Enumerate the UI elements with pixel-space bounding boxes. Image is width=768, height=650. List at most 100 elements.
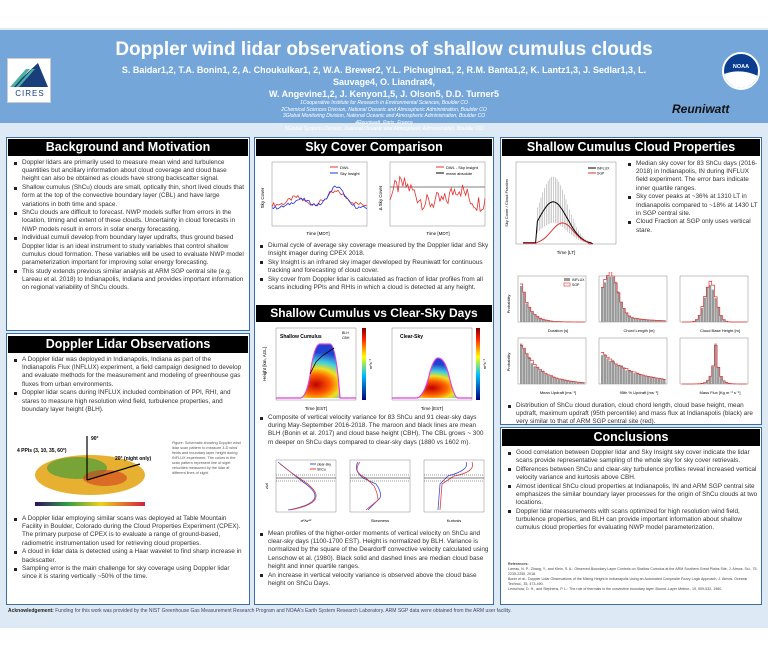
reference: Bonin et al.: Doppler Lidar Observations… bbox=[508, 577, 748, 586]
reference: Lareau, N. P., Zhang, Y., and Klein, S. … bbox=[508, 567, 758, 576]
sgp-histogram bbox=[601, 352, 666, 380]
y-axis-label: Sky Cover bbox=[260, 187, 265, 208]
bullet: An increase in vertical velocity varianc… bbox=[258, 572, 490, 588]
night-label: 20° (night only) bbox=[115, 456, 151, 462]
histogram-bar bbox=[628, 370, 631, 384]
legend-label: clear-sky bbox=[317, 463, 331, 467]
sky-cover-bullets: Diurnal cycle of average sky coverage me… bbox=[258, 242, 490, 293]
bullet: A Doppler lidar employing similar scans … bbox=[12, 515, 244, 548]
cires-logo-text: CIRES bbox=[15, 89, 44, 98]
variance-profile: clear-sky ShCu σ²/w*² z/zi bbox=[264, 459, 337, 523]
histogram-bar bbox=[614, 364, 617, 384]
histogram-bar bbox=[603, 354, 606, 384]
legend-label: BLH bbox=[342, 331, 349, 335]
profile-bullets: Mean profiles of the higher-order moment… bbox=[258, 530, 490, 588]
y-axis-label: Probability bbox=[506, 353, 511, 372]
background-bullets: Doppler lidars are primarily used to mea… bbox=[12, 159, 244, 293]
section-title: Shallow Cumulus vs Clear-Sky Days bbox=[256, 305, 492, 322]
histogram-bar bbox=[549, 320, 552, 322]
histogram-bar bbox=[711, 366, 714, 384]
x-axis-label: Mass Flux [Kg m⁻² s⁻¹] bbox=[700, 390, 741, 395]
x-axis-label: Time [EST] bbox=[421, 406, 443, 411]
affiliation: 2Chemical Sciences Division, National Oc… bbox=[281, 106, 487, 113]
shcu-variance-field bbox=[276, 343, 356, 399]
histogram-bar bbox=[525, 353, 528, 384]
histogram-bar bbox=[609, 360, 612, 384]
histogram-bar bbox=[644, 375, 647, 384]
histogram-bar bbox=[622, 308, 625, 322]
ppi-label: 4 PPIs (3, 10, 35, 60°) bbox=[17, 448, 67, 454]
histogram-bar bbox=[522, 348, 525, 384]
histogram-bar bbox=[533, 314, 536, 322]
bullet: Sky cover from Doppler lidar is calculat… bbox=[258, 276, 490, 292]
histogram-bar bbox=[614, 281, 617, 322]
y-axis-label: Sky Cover / Cloud Fraction bbox=[504, 179, 509, 227]
y-axis-label: z/zi bbox=[264, 483, 269, 489]
lidar-bullets-bottom: A Doppler lidar employing similar scans … bbox=[12, 515, 244, 582]
histogram-bar bbox=[541, 319, 544, 322]
histogram-bar bbox=[714, 343, 717, 384]
histogram-bar bbox=[633, 373, 636, 384]
histogram-bar bbox=[698, 315, 701, 322]
histogram-bar bbox=[717, 367, 720, 384]
bullet: Differences between ShCu and clear-sky t… bbox=[506, 466, 758, 482]
cires-logo: CIRES bbox=[7, 58, 51, 103]
bullet: This study extends previous similar anal… bbox=[12, 268, 244, 293]
colorbar bbox=[362, 328, 366, 400]
x-axis-label: Chord Length [m] bbox=[624, 328, 655, 333]
section-title: Doppler Lidar Observations bbox=[8, 336, 248, 353]
histogram-bar bbox=[549, 375, 552, 384]
authors-line-2: W. Angevine1,2, J. Kenyon1,5, J. Olson5,… bbox=[268, 89, 500, 99]
bullet: Composite of vertical velocity variance … bbox=[258, 414, 490, 447]
histogram-bar bbox=[579, 382, 582, 384]
y-axis-label: Height [km, AGL] bbox=[262, 347, 267, 381]
x-axis-label: Time [MDT] bbox=[306, 231, 329, 236]
histogram-bar bbox=[641, 319, 644, 322]
histogram-bar bbox=[652, 320, 655, 322]
histogram-bar bbox=[714, 298, 717, 322]
reuniwatt-logo: Reuniwatt bbox=[672, 102, 730, 116]
cloud-properties-bullets: Median sky cover for 83 ShCu days (2016-… bbox=[626, 160, 758, 235]
poster-title: Doppler wind lidar observations of shall… bbox=[115, 39, 653, 60]
histogram-bar bbox=[722, 381, 725, 384]
colorbar-label: m²s⁻² bbox=[368, 358, 373, 369]
bullet: Diurnal cycle of average sky coverage me… bbox=[258, 242, 490, 258]
plot-label: Shallow Cumulus bbox=[280, 334, 322, 340]
conclusion-bullets: Good correlation between Doppler lidar a… bbox=[506, 449, 758, 533]
references: References: Lareau, N. P., Zhang, Y., an… bbox=[508, 562, 758, 592]
composite-bullet: Composite of vertical velocity variance … bbox=[258, 414, 490, 447]
scan-pattern-figure: 90° 4 PPIs (3, 10, 35, 60°) 20° (night o… bbox=[17, 436, 151, 506]
references-title: References: bbox=[508, 562, 529, 566]
histogram-bar bbox=[722, 319, 725, 322]
histogram-bar bbox=[603, 282, 606, 322]
histogram-bar bbox=[706, 287, 709, 322]
dwl-series bbox=[271, 189, 368, 208]
histogram-bar bbox=[657, 320, 660, 322]
affiliation: 4Reuniwatt, Paris, France bbox=[355, 119, 413, 126]
histogram-bar bbox=[630, 317, 633, 322]
error-bars bbox=[522, 176, 594, 244]
bullet: Doppler lidar scans during INFLUX includ… bbox=[12, 389, 244, 414]
histogram-bar bbox=[636, 372, 639, 384]
histogram-bar bbox=[649, 376, 652, 384]
legend-label: INFLUX bbox=[597, 167, 610, 171]
bullet: Sky cover peaks at ~36% at 1310 LT in In… bbox=[626, 193, 758, 218]
histogram-bar bbox=[622, 367, 625, 384]
authors-line-1: S. Baidar1,2, T.A. Bonin1, 2, A. Choukul… bbox=[121, 65, 647, 87]
poster-header: Doppler wind lidar observations of shall… bbox=[0, 30, 768, 132]
histogram-bar bbox=[574, 381, 577, 384]
noaa-logo-text: NOAA bbox=[733, 64, 749, 70]
histogram-bar bbox=[547, 375, 550, 384]
histogram-bar bbox=[541, 370, 544, 384]
sgp-histogram bbox=[601, 272, 666, 322]
authors: S. Baidar1,2, T.A. Bonin1, 2, A. Choukul… bbox=[110, 64, 658, 100]
sgp-histogram bbox=[682, 345, 747, 385]
histogram-bar bbox=[628, 315, 631, 322]
affiliation: 1Cooperative Institute for Research in E… bbox=[300, 100, 468, 106]
skewness-profile: Skewness bbox=[349, 459, 411, 523]
histogram-bar bbox=[528, 356, 531, 384]
variance-composite-plots: Shallow Cumulus BLH CBH Clear-Sky Time [… bbox=[262, 327, 487, 411]
legend-label: SGP bbox=[572, 283, 580, 287]
histogram-bar bbox=[617, 291, 620, 322]
histogram-bar bbox=[719, 376, 723, 384]
